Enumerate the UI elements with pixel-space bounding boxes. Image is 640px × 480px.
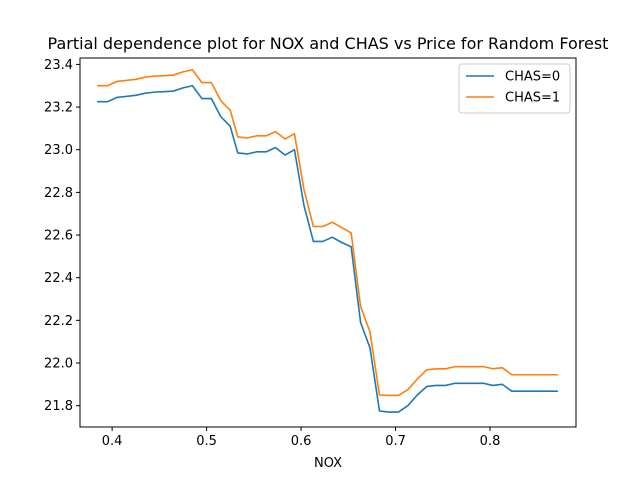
- y-tick-label: 22.2: [44, 314, 73, 329]
- x-tick-label: 0.4: [102, 434, 123, 449]
- x-axis-label: NOX: [314, 456, 342, 471]
- x-tick-label: 0.5: [196, 434, 217, 449]
- legend-label: CHAS=0: [505, 70, 560, 85]
- y-tick-label: 21.8: [44, 399, 73, 414]
- chart-title: Partial dependence plot for NOX and CHAS…: [48, 34, 609, 53]
- legend: CHAS=0 CHAS=1: [458, 63, 571, 114]
- y-tick-label: 23.0: [44, 143, 73, 158]
- y-tick-label: 22.8: [44, 186, 73, 201]
- series-line-chas-0: [97, 84, 558, 413]
- y-tick-label: 22.6: [44, 229, 73, 244]
- y-tick-label: 23.4: [44, 58, 73, 73]
- plot-area: [97, 68, 558, 413]
- x-tick-label: 0.6: [291, 434, 312, 449]
- y-tick-label: 23.2: [44, 101, 73, 116]
- y-tick-label: 22.0: [44, 357, 73, 372]
- axes-frame: [79, 57, 577, 428]
- x-tick-label: 0.7: [385, 434, 406, 449]
- legend-label: CHAS=1: [505, 91, 560, 106]
- x-tick-label: 0.8: [480, 434, 501, 449]
- y-tick-label: 22.4: [44, 271, 73, 286]
- series-line-chas-1: [97, 68, 558, 397]
